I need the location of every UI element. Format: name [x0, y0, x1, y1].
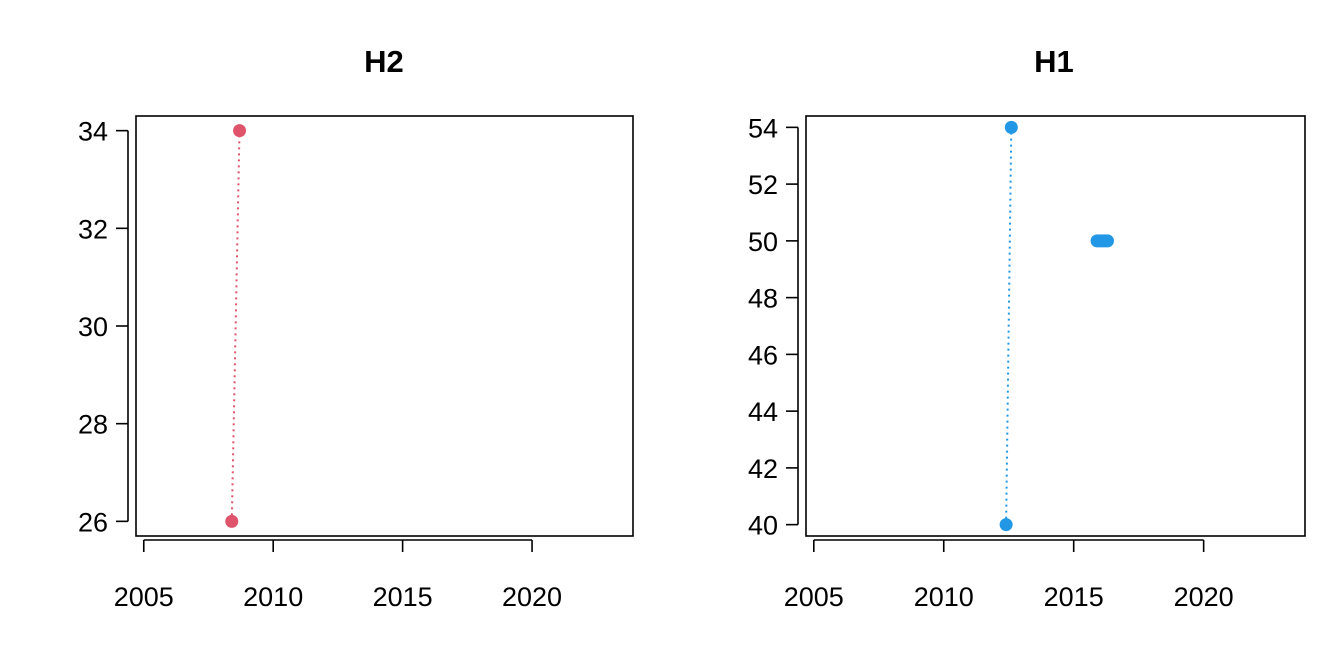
y-tick-label: 26 [78, 507, 108, 537]
panel-h1: H1 2005 2010 2015 2020 40 42 44 46 48 50 52 54 [748, 44, 1306, 612]
panel-h1-marks [999, 120, 1114, 532]
panel-h2: H2 2005 2010 2015 2020 26 28 30 32 34 [78, 44, 634, 612]
x-tick-label: 2010 [243, 582, 303, 612]
y-tick-label: 46 [748, 340, 778, 370]
y-tick-label: 34 [78, 117, 108, 147]
x-tick-label: 2015 [373, 582, 433, 612]
y-tick-label: 52 [748, 170, 778, 200]
x-tick-label: 2005 [784, 582, 844, 612]
x-tick-label: 2010 [914, 582, 974, 612]
panel-h1-plot-frame [805, 115, 1306, 537]
data-point [233, 124, 247, 138]
data-point [225, 514, 239, 528]
x-tick-label: 2020 [502, 582, 562, 612]
data-point [1004, 120, 1018, 134]
x-tick-label: 2005 [114, 582, 174, 612]
y-tick-label: 32 [78, 214, 108, 244]
x-tick-label: 2020 [1174, 582, 1234, 612]
panel-h2-marks [225, 124, 247, 528]
y-tick-label: 28 [78, 410, 108, 440]
panel-h2-plot-frame [135, 115, 634, 537]
y-tick-label: 48 [748, 284, 778, 314]
data-point [999, 518, 1013, 532]
panel-h1-title: H1 [1034, 44, 1074, 79]
y-tick-label: 54 [748, 113, 778, 143]
data-point [1100, 234, 1114, 248]
y-tick-label: 50 [748, 227, 778, 257]
panel-h2-axes: 2005 2010 2015 2020 26 28 30 32 34 [78, 117, 562, 612]
panel-h2-title: H2 [364, 44, 404, 79]
panel-h1-axes: 2005 2010 2015 2020 40 42 44 46 48 50 52 54 [748, 113, 1234, 612]
series-line [1005, 127, 1013, 525]
y-tick-label: 42 [748, 454, 778, 484]
y-tick-label: 30 [78, 312, 108, 342]
series-line [230, 130, 241, 522]
x-tick-label: 2015 [1044, 582, 1104, 612]
y-tick-label: 44 [748, 397, 778, 427]
y-tick-label: 40 [748, 511, 778, 541]
